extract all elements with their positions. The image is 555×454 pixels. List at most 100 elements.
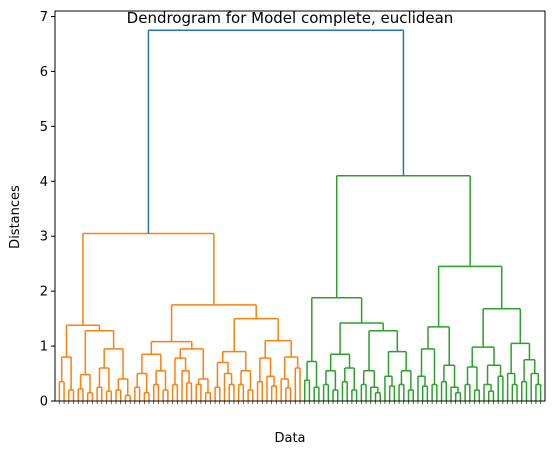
- dendrogram-link: [285, 387, 292, 401]
- dendrogram-link: [115, 389, 122, 401]
- dendrogram-link: [473, 389, 481, 401]
- dendrogram-link: [417, 375, 426, 401]
- dendrogram-link: [195, 383, 202, 401]
- dendrogram-link: [443, 364, 456, 388]
- dendrogram-link: [181, 370, 190, 401]
- dendrogram-link: [303, 379, 311, 401]
- plot-frame: [54, 10, 546, 402]
- dendrogram-link: [266, 375, 275, 401]
- dendrogram-link: [486, 364, 502, 385]
- dendrogram-link: [400, 370, 412, 391]
- dendrogram-link: [264, 339, 292, 359]
- dendrogram-link: [136, 372, 148, 393]
- y-tick-label: 4: [40, 175, 48, 190]
- dendrogram-link: [329, 353, 351, 371]
- dendrogram-link: [197, 378, 209, 393]
- dendrogram-link: [134, 386, 141, 401]
- dendrogram-link: [388, 385, 396, 401]
- dendrogram-link: [77, 388, 84, 401]
- y-tick-label: 7: [40, 10, 48, 25]
- dendrogram-link: [216, 361, 229, 388]
- y-axis-label: Distances: [8, 185, 23, 249]
- dendrogram-link: [370, 386, 379, 401]
- dendrogram-link: [487, 390, 495, 401]
- dendrogram-link: [141, 353, 162, 374]
- dendrogram-link: [170, 304, 257, 342]
- dendrogram-link: [60, 356, 72, 391]
- dendrogram-link: [431, 383, 438, 401]
- dendrogram-link: [150, 340, 193, 355]
- y-tick-label: 2: [40, 285, 48, 300]
- dendrogram-link: [341, 381, 348, 401]
- dendrogram-link: [152, 383, 160, 401]
- dendrogram-link: [335, 175, 471, 298]
- dendrogram-link: [471, 346, 495, 367]
- dendrogram-link: [466, 366, 478, 391]
- y-tick-label: 6: [40, 65, 48, 80]
- x-axis-label: Data: [274, 431, 305, 446]
- dendrogram-link: [339, 322, 384, 355]
- dendrogram-link: [497, 375, 504, 401]
- dendrogram-link: [344, 367, 356, 391]
- dendrogram-link: [186, 382, 193, 401]
- dendrogram-link: [124, 394, 131, 401]
- dendrogram-link: [351, 389, 358, 401]
- dendrogram-link: [270, 385, 278, 401]
- dendrogram-link: [86, 392, 94, 401]
- dendrogram-link: [162, 389, 169, 401]
- dendrogram-link: [259, 357, 272, 382]
- dendrogram-links: [58, 29, 542, 401]
- dendrogram-link: [325, 370, 337, 391]
- y-tick-label: 1: [40, 340, 48, 355]
- dendrogram-link: [143, 392, 150, 401]
- dendrogram-link: [228, 383, 235, 401]
- dendrogram-link: [233, 317, 279, 352]
- y-tick-label: 0: [40, 395, 48, 410]
- dendrogram-link: [256, 381, 264, 401]
- dendrogram-root-link: [147, 29, 405, 234]
- dendrogram-link: [387, 350, 407, 377]
- dendrogram-link: [204, 392, 212, 401]
- y-tick-label: 3: [40, 230, 48, 245]
- dendrogram-link: [105, 390, 113, 401]
- dendrogram-link: [179, 348, 205, 380]
- dendrogram-link: [523, 359, 536, 382]
- dendrogram-link: [322, 383, 330, 401]
- dendrogram-link: [384, 375, 393, 401]
- dendrogram-link: [521, 381, 528, 401]
- dendrogram-link: [223, 372, 233, 401]
- dendrogram-link: [103, 348, 124, 380]
- dendrogram-link: [483, 383, 492, 401]
- dendrogram-link: [482, 307, 522, 348]
- dendrogram-link: [440, 381, 448, 401]
- dendrogram-link: [510, 342, 531, 374]
- dendrogram-link: [79, 373, 91, 393]
- dendrogram-link: [214, 386, 221, 401]
- dendrogram-link: [535, 383, 542, 401]
- dendrogram-link: [221, 350, 247, 371]
- dendrogram-link: [68, 389, 75, 401]
- dendrogram-link: [398, 383, 405, 401]
- dendrogram-link: [240, 370, 252, 391]
- dendrogram-link: [450, 386, 459, 401]
- dendrogram-link: [117, 378, 129, 396]
- dendrogram-link: [332, 389, 339, 401]
- dendrogram-link: [374, 392, 381, 401]
- y-axis: 0 1 2 3 4 5 6 7: [40, 10, 55, 410]
- dendrogram-link: [437, 265, 503, 327]
- dendrogram-link: [313, 386, 320, 401]
- dendrogram-link: [420, 348, 436, 385]
- dendrogram-link: [511, 383, 518, 401]
- dendrogram-link: [360, 383, 367, 401]
- dendrogram-link: [58, 381, 65, 401]
- dendrogram-link: [427, 326, 450, 366]
- dendrogram-link: [368, 329, 399, 371]
- dendrogram-link: [464, 383, 471, 401]
- dendrogram-link: [247, 389, 254, 401]
- dendrogram-link: [237, 383, 245, 401]
- dendrogram-link: [530, 372, 540, 401]
- dendrogram-link: [407, 389, 414, 401]
- dendrogram-link: [454, 392, 462, 401]
- dendrogram-link: [294, 367, 301, 401]
